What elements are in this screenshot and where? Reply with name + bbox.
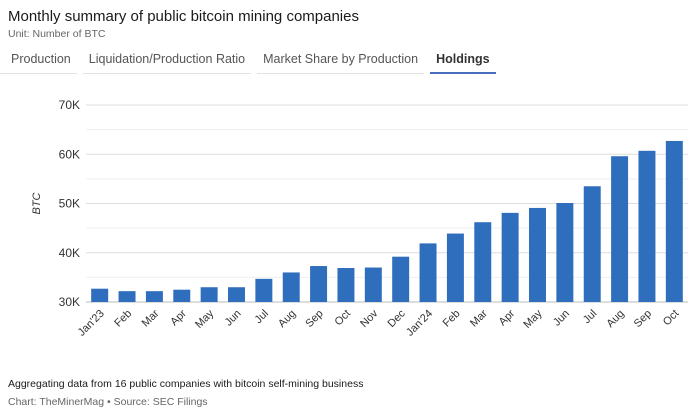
x-tick-label: Mar <box>468 307 490 329</box>
x-tick-label: Dec <box>385 307 408 330</box>
tab-liquidation-production-ratio[interactable]: Liquidation/Production Ratio <box>82 46 252 74</box>
y-tick-label: 30K <box>59 295 80 309</box>
bar <box>529 207 546 302</box>
bar <box>638 150 656 302</box>
x-tick-label: Jun <box>551 308 572 329</box>
x-tick-label: Apr <box>497 307 518 328</box>
x-tick-label: Jul <box>253 308 271 326</box>
tab-holdings[interactable]: Holdings <box>430 46 496 74</box>
x-tick-label: Aug <box>276 308 298 330</box>
bar <box>282 272 300 302</box>
bar <box>310 266 328 302</box>
chart-note: Aggregating data from 16 public companie… <box>8 378 364 390</box>
tab-bar: Production Liquidation/Production Ratio … <box>0 46 496 74</box>
x-tick-label: Feb <box>441 308 463 330</box>
y-axis-label: BTC <box>31 192 43 214</box>
x-tick-label: Jan'24 <box>404 308 435 339</box>
x-tick-label: Mar <box>140 307 162 329</box>
x-tick-label: Sep <box>303 308 325 330</box>
y-tick-label: 40K <box>59 246 80 260</box>
bar <box>255 278 273 302</box>
x-tick-label: Feb <box>112 308 134 330</box>
bar <box>501 212 519 302</box>
chart-unit: Unit: Number of BTC <box>8 28 106 40</box>
y-tick-label: 60K <box>59 147 80 161</box>
bar <box>474 222 492 302</box>
bar <box>583 186 601 302</box>
bar <box>611 156 629 302</box>
x-tick-label: Oct <box>661 308 682 329</box>
chart-credit: Chart: TheMinerMag • Source: SEC Filings <box>8 396 208 408</box>
chart-title: Monthly summary of public bitcoin mining… <box>8 8 359 25</box>
x-tick-label: Sep <box>632 308 654 330</box>
bar <box>392 256 410 302</box>
bar <box>118 291 136 302</box>
y-tick-label: 70K <box>59 98 80 112</box>
bar <box>364 267 382 302</box>
x-tick-label: Apr <box>168 307 189 328</box>
bar <box>228 287 245 302</box>
bar <box>556 203 574 302</box>
bar <box>200 287 218 302</box>
bar <box>91 288 109 302</box>
bar <box>446 233 464 302</box>
bar <box>419 243 437 302</box>
tab-market-share-by-production[interactable]: Market Share by Production <box>257 46 425 74</box>
x-tick-label: Jun <box>223 308 244 329</box>
x-tick-label: Jan'23 <box>76 308 107 339</box>
x-tick-label: Aug <box>604 308 626 330</box>
x-tick-label: Jul <box>581 308 599 326</box>
x-tick-label: May <box>521 307 545 331</box>
bar <box>145 291 163 302</box>
bar <box>337 268 355 302</box>
tab-production[interactable]: Production <box>0 46 77 74</box>
x-tick-label: May <box>193 307 217 331</box>
x-tick-label: Oct <box>332 308 353 329</box>
bar <box>665 140 683 302</box>
y-tick-label: 50K <box>59 197 80 211</box>
bar <box>173 289 191 302</box>
x-tick-label: Nov <box>358 307 381 330</box>
